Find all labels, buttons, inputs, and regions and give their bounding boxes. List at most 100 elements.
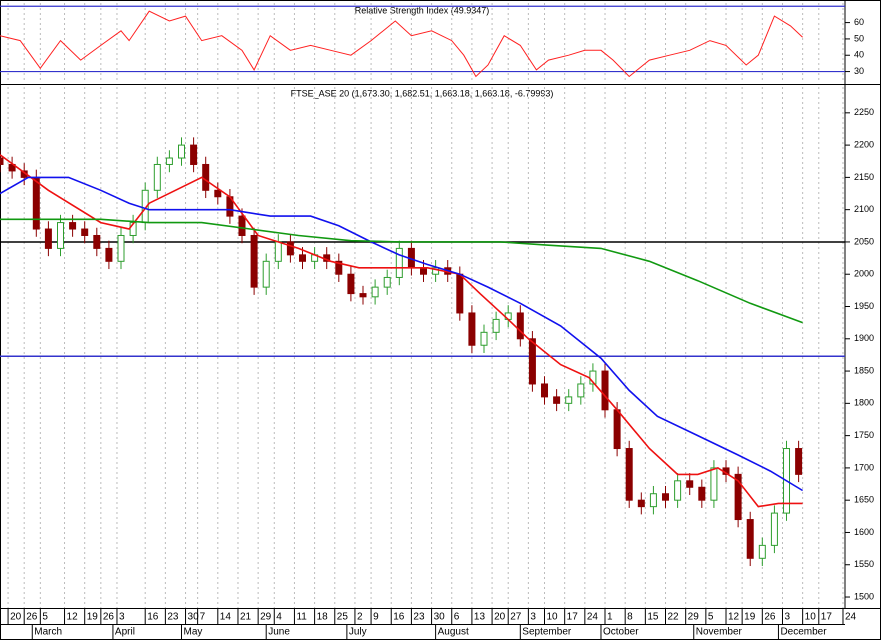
x-tick-label: 7 [200,612,206,623]
x-tick-label: 25 [337,612,349,623]
moving-average [0,176,804,492]
candle-body [734,473,742,521]
x-tick-label: 20 [494,612,506,623]
y-tick-label: 1950 [854,301,874,311]
x-tick-label: 26 [764,612,776,623]
candle-body [32,176,40,230]
candle-body [262,260,270,288]
candle-body [662,493,670,501]
y-tick-label: 1600 [854,527,874,537]
x-tick-label: 14 [220,612,232,623]
x-tick-label: 20 [10,612,22,623]
candle-body [202,163,210,191]
candle-body [577,383,585,398]
month-label: March [34,627,62,638]
month-label: April [115,627,135,638]
x-tick-label: 8 [627,612,633,623]
y-tick-label: 2250 [854,107,874,117]
candle-body [637,499,645,508]
y-tick-label: 1500 [854,591,874,601]
candle-body [335,260,343,275]
candle-body [746,519,754,559]
x-tick-label: 29 [688,612,700,623]
candle-body [371,286,379,298]
candle-body [541,383,549,398]
y-tick-label: 1550 [854,559,874,569]
candle-body [758,544,766,559]
rsi-title: Relative Strength Index (49.9347) [355,5,490,15]
y-tick-label: 2100 [854,204,874,214]
candle-body [117,234,125,262]
x-tick-label: 12 [67,612,79,623]
x-tick-label: 16 [393,612,405,623]
candle-body [286,241,294,256]
month-label: July [349,627,367,638]
month-label: August [438,627,469,638]
y-tick-label: 1850 [854,365,874,375]
candle-body [93,234,101,249]
candle-body [565,396,573,404]
candle-body [710,467,718,501]
candle-body [674,480,682,501]
candle-body [383,276,391,288]
x-tick-label: 23 [413,612,425,623]
candle-body [57,222,65,249]
x-tick-label: 19 [744,612,756,623]
y-tick-label: 50 [854,33,864,43]
x-tick-label: 16 [147,612,159,623]
x-tick-label: 19 [87,612,99,623]
x-tick-label: 17 [567,612,579,623]
month-label: May [184,627,203,638]
candle-body [601,370,609,411]
candle-body [0,157,4,165]
candle-body [516,312,524,340]
x-tick-label: 3 [784,612,790,623]
x-tick-label: 6 [454,612,460,623]
candle-body [649,493,657,508]
candle-body [238,215,246,236]
y-tick-label: 2050 [854,236,874,246]
month-label: June [268,627,290,638]
x-tick-label: 18 [317,612,329,623]
candle-body [153,163,161,191]
x-tick-label: 21 [240,612,252,623]
candle-body [795,448,803,475]
x-tick-label: 24 [587,612,599,623]
x-tick-label: 12 [728,612,740,623]
candle-body [250,234,258,288]
candle-body [698,486,706,501]
x-tick-label: 2 [357,612,363,623]
moving-average [0,154,803,508]
candle-body [178,144,186,159]
x-tick-label: 27 [510,612,522,623]
candle-body [190,144,198,165]
x-tick-label: 24 [845,612,857,623]
x-tick-label: 26 [103,612,115,623]
y-tick-label: 1700 [854,462,874,472]
x-tick-label: 17 [821,612,833,623]
candle-body [165,157,173,165]
x-tick-label: 3 [530,612,536,623]
x-tick-label: 4 [276,612,282,623]
x-tick-label: 5 [42,612,48,623]
candle-body [299,254,307,262]
candle-body [686,480,694,488]
x-tick-label: 1 [607,612,613,623]
x-tick-label: 3 [119,612,125,623]
y-tick-label: 1650 [854,495,874,505]
candle-body [44,228,52,249]
candle-body [770,512,778,546]
candle-body [395,247,403,278]
month-label: September [522,627,572,638]
candle-body [468,312,476,346]
price-title: FTSE_ASE 20 (1,673.30, 1,682.51, 1,663.1… [291,88,554,98]
moving-average [0,218,803,324]
candle-body [480,331,488,346]
x-tick-label: 10 [805,612,817,623]
candle-body [274,241,282,262]
y-tick-label: 1750 [854,430,874,440]
candle-body [105,247,113,262]
candle-body [613,409,621,450]
